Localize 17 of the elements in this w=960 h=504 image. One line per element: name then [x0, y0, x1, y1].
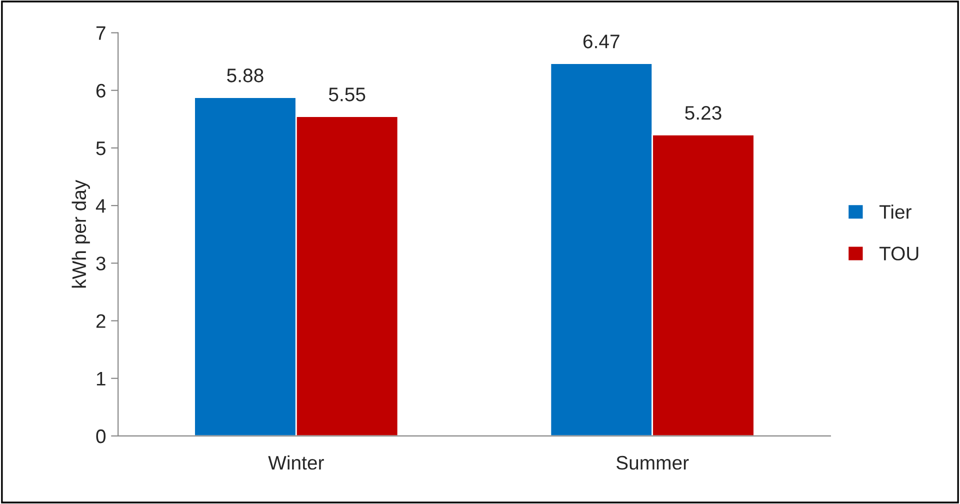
legend-label: Tier	[879, 204, 912, 219]
legend-label: TOU	[879, 246, 918, 260]
y-tick-label: 4	[96, 199, 106, 213]
data-label: 5.88	[227, 68, 264, 82]
data-label: 5.55	[328, 88, 366, 102]
y-tick-label: 1	[96, 372, 106, 386]
x-tick-label: Winter	[268, 455, 324, 470]
y-tick-label: 7	[96, 26, 106, 40]
y-tick-label: 0	[96, 429, 106, 444]
x-tick-label: Summer	[616, 456, 689, 470]
y-axis-title: kWh per day	[72, 180, 90, 288]
y-tick-label: 5	[96, 142, 106, 156]
data-label: 5.23	[685, 106, 722, 120]
y-tick-label: 6	[96, 84, 106, 98]
data-label: 6.47	[583, 34, 620, 48]
y-tick-label: 3	[96, 256, 106, 270]
y-tick-label: 2	[96, 314, 106, 328]
